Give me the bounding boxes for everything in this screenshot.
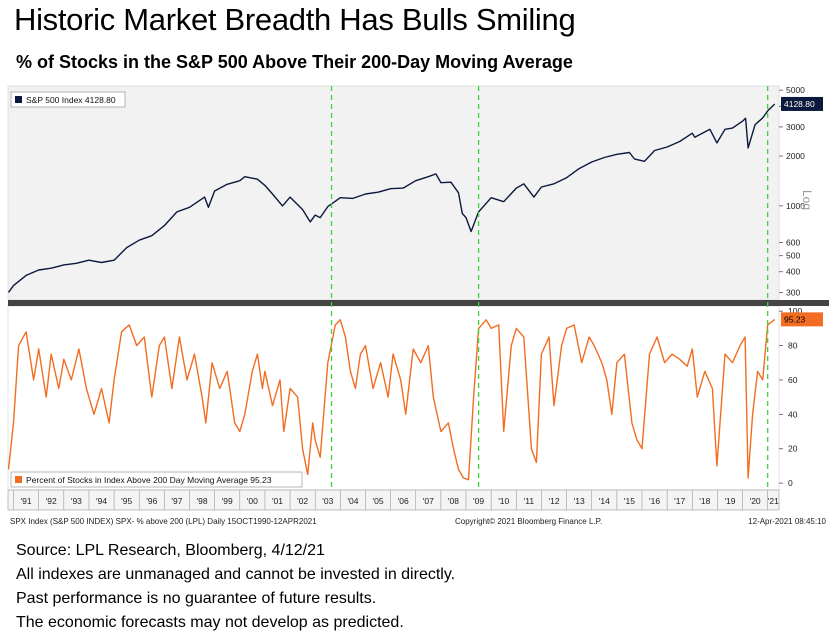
x-tick-label: '01 <box>272 496 283 506</box>
x-tick-label: '00 <box>247 496 258 506</box>
x-tick-label: '13 <box>574 496 585 506</box>
percent-last-value-text: 95.23 <box>784 314 806 324</box>
x-tick-label: '93 <box>71 496 82 506</box>
bottom-y-tick-label: 80 <box>788 341 798 351</box>
page-title: Historic Market Breadth Has Bulls Smilin… <box>14 2 576 37</box>
x-tick-label: '14 <box>599 496 610 506</box>
x-tick-label: '03 <box>322 496 333 506</box>
top-y-axis-label: Log <box>800 190 814 210</box>
x-tick-label: '92 <box>46 496 57 506</box>
chart-legends: S&P 500 Index 4128.80 Percent of Stocks i… <box>10 91 303 488</box>
x-tick-label: '09 <box>473 496 484 506</box>
sp500-last-value-tag <box>781 96 823 111</box>
x-tick-label: '07 <box>423 496 434 506</box>
top-y-tick-label: 1000 <box>786 201 805 211</box>
source-note: Source: LPL Research, Bloomberg, 4/12/21 <box>16 542 325 559</box>
percent-above-200dma-series-line <box>7 318 776 481</box>
bottom-y-tick-label: 20 <box>788 444 798 454</box>
panel-separator <box>8 300 829 306</box>
top-y-tick-label: 3000 <box>786 122 805 132</box>
disclaimer-note-3: The economic forecasts may not develop a… <box>16 614 404 631</box>
percent-last-value-tag <box>781 312 823 327</box>
x-tick-label: '02 <box>297 496 308 506</box>
chart-footer-center: Copyright© 2021 Bloomberg Finance L.P. <box>455 517 602 526</box>
percent-legend-label: Percent of Stocks in Index Above 200 Day… <box>26 475 272 485</box>
chart-subtitle: % of Stocks in the S&P 500 Above Their 2… <box>16 52 573 72</box>
sp500-legend-label: S&P 500 Index 4128.80 <box>26 95 116 105</box>
x-tick-label: '98 <box>197 496 208 506</box>
x-tick-label: '10 <box>498 496 509 506</box>
top-y-tick-label: 500 <box>786 251 800 261</box>
x-tick-label: '15 <box>624 496 635 506</box>
top-y-tick-label: 2000 <box>786 151 805 161</box>
x-tick-label: '21 <box>768 496 779 506</box>
top-y-tick-label: 300 <box>786 287 800 297</box>
x-tick-label: '95 <box>121 496 132 506</box>
x-tick-label: '99 <box>222 496 233 506</box>
bottom-y-tick-label: 40 <box>788 409 798 419</box>
chart-axes: 30040050060010002000300040005000Log02040… <box>13 85 823 510</box>
chart-markers <box>330 86 769 490</box>
top-y-tick-label: 400 <box>786 267 800 277</box>
chart-footer-right: 12-Apr-2021 08:45:10 <box>748 517 826 526</box>
top-y-tick-label: 5000 <box>786 85 805 95</box>
bottom-y-tick-label: 60 <box>788 375 798 385</box>
chart-footer-left: SPX Index (S&P 500 INDEX) SPX- % above 2… <box>10 517 317 526</box>
bottom-y-tick-label: 0 <box>788 478 793 488</box>
bottom-panel-background <box>7 305 780 491</box>
x-tick-label: '18 <box>699 496 710 506</box>
percent-legend-swatch <box>15 476 22 483</box>
x-axis-band <box>7 489 780 511</box>
x-tick-label: '04 <box>347 496 358 506</box>
x-tick-label: '08 <box>448 496 459 506</box>
disclaimer-note-1: All indexes are unmanaged and cannot be … <box>16 566 456 583</box>
bottom-y-tick-label: 100 <box>788 306 802 316</box>
x-tick-label: '96 <box>146 496 157 506</box>
x-tick-label: '05 <box>373 496 384 506</box>
x-tick-label: '94 <box>96 496 107 506</box>
sp500-legend-swatch <box>15 96 22 103</box>
x-tick-label: '12 <box>548 496 559 506</box>
x-tick-label: '19 <box>724 496 735 506</box>
x-tick-label: '20 <box>750 496 761 506</box>
chart-background <box>7 85 829 511</box>
x-tick-label: '17 <box>674 496 685 506</box>
chart-footer: SPX Index (S&P 500 INDEX) SPX- % above 2… <box>10 517 827 526</box>
sp500-last-value-text: 4128.80 <box>784 99 815 109</box>
percent-legend-box <box>10 471 303 488</box>
sp500-series-line <box>7 103 776 293</box>
x-tick-label: '06 <box>398 496 409 506</box>
x-tick-label: '11 <box>524 496 535 506</box>
x-tick-label: '16 <box>649 496 660 506</box>
chart-series <box>7 103 776 481</box>
x-tick-label: '91 <box>21 496 32 506</box>
disclaimer-note-2: Past performance is no guarantee of futu… <box>16 590 377 607</box>
top-y-tick-label: 600 <box>786 238 800 248</box>
top-panel-background <box>7 85 780 301</box>
sp500-legend-box <box>10 91 126 108</box>
chart-figure: 30040050060010002000300040005000Log02040… <box>7 85 829 526</box>
x-tick-label: '97 <box>171 496 182 506</box>
